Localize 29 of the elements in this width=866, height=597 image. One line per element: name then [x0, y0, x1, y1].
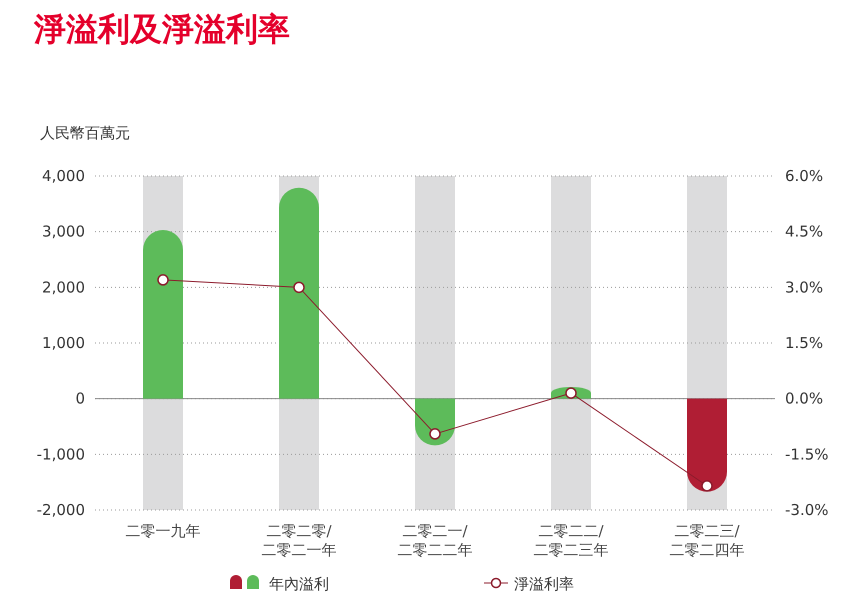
- point: [565, 387, 577, 399]
- y-tick-label: 3,000: [42, 222, 85, 241]
- x-tick-label: 二零二三/ 二零二四年: [670, 522, 744, 559]
- y-tick-label: 0: [75, 390, 85, 408]
- y2-tick-label: 3.0%: [785, 278, 824, 296]
- point: [701, 480, 713, 492]
- legend-label: 淨溢利率: [514, 575, 574, 593]
- y-axis-title: 人民幣百萬元: [40, 124, 130, 142]
- y2-tick-label: 4.5%: [785, 222, 824, 241]
- point: [293, 282, 305, 294]
- y2-tick-label: 0.0%: [785, 390, 824, 408]
- bar: [687, 398, 727, 492]
- x-tick-label: 二零一九年: [126, 522, 200, 540]
- y2-tick-label: -1.5%: [785, 445, 829, 464]
- x-tick-label: 二零二二/ 二零二三年: [534, 522, 608, 559]
- y2-tick-label: -3.0%: [785, 501, 829, 519]
- y2-tick-label: 1.5%: [785, 334, 824, 352]
- point: [157, 274, 169, 286]
- x-tick-label: 二零二一/ 二零二二年: [398, 522, 472, 559]
- chart-title: 淨溢利及淨溢利率: [33, 10, 290, 48]
- x-tick-label: 二零二零/ 二零二一年: [262, 522, 336, 559]
- y-tick-label: -2,000: [36, 501, 85, 519]
- legend-label: 年內溢利: [269, 575, 329, 593]
- y2-tick-label: 6.0%: [785, 167, 824, 185]
- y-tick-label: -1,000: [36, 445, 85, 464]
- y-tick-label: 4,000: [42, 167, 85, 185]
- point: [429, 428, 441, 440]
- y-tick-label: 2,000: [42, 278, 85, 296]
- y-tick-label: 1,000: [42, 334, 85, 352]
